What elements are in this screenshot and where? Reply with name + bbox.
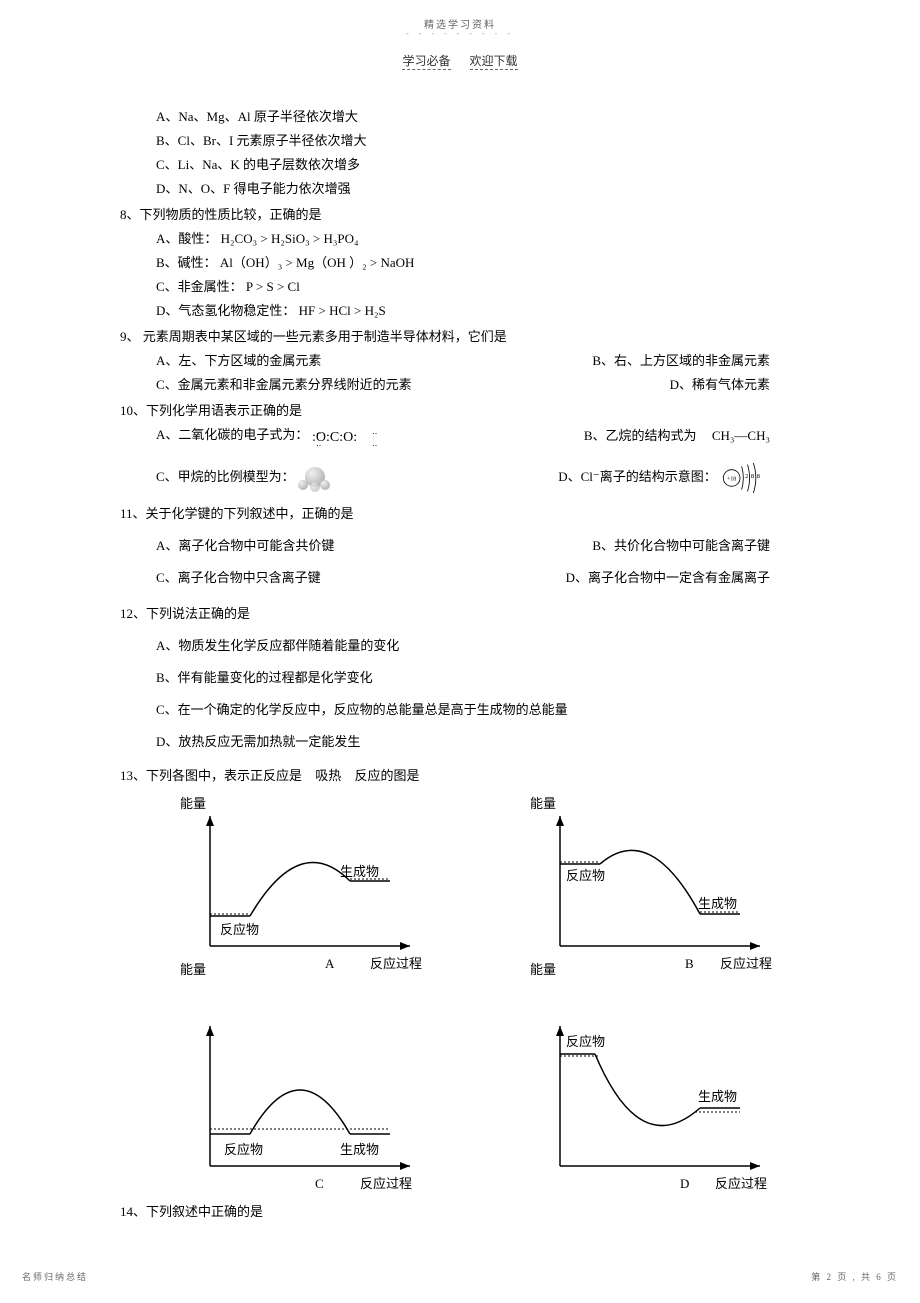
chart-a-xlabel: 反应过程 [370, 956, 422, 971]
chart-d-reactant: 反应物 [566, 1034, 605, 1049]
q8-opt-d: D、气态氢化物稳定性： HF > HCl > H₂S [156, 299, 800, 323]
svg-text:8: 8 [751, 473, 755, 480]
q7-opt-b: B、Cl、Br、I 元素原子半径依次增大 [156, 129, 800, 153]
q12-opt-d: D、放热反应无需加热就一定能发生 [156, 730, 800, 754]
q13-stem-c: 反应的图是 [355, 768, 420, 783]
q11-opt-a: A、离子化合物中可能含共价键 [156, 534, 334, 558]
q7-opt-d: D、N、O、F 得电子能力依次增强 [156, 177, 800, 201]
q9-opt-a: A、左、下方区域的金属元素 [156, 349, 321, 373]
q9-opt-b: B、右、上方区域的非金属元素 [592, 349, 770, 373]
chart-d: 反应物 生成物 D 反应过程 [530, 1016, 790, 1196]
top-small-title: 精选学习资料 [0, 0, 920, 31]
q12-opt-c: C、在一个确定的化学反应中，反应物的总能量总是高于生成物的总能量 [156, 698, 800, 722]
svg-text:‥: ‥ [372, 439, 377, 448]
q10-opt-c: C、甲烷的比例模型为： [156, 465, 332, 491]
q10-opt-c-text: C、甲烷的比例模型为： [156, 469, 295, 484]
svg-text:8: 8 [757, 473, 761, 480]
chart-c-xlabel: 反应过程 [360, 1176, 412, 1191]
q11-opt-d: D、离子化合物中一定含有金属离子 [566, 566, 770, 590]
chart-d-product: 生成物 [698, 1089, 737, 1104]
subhead: 学习必备 欢迎下载 [0, 52, 920, 69]
chart-d-xlabel: 反应过程 [715, 1176, 767, 1191]
q13-stem-a: 13、下列各图中，表示正反应是 [120, 768, 302, 783]
q12-stem: 12、下列说法正确的是 [120, 602, 800, 626]
chart-c-product: 生成物 [340, 1142, 379, 1157]
q8-opt-a: A、酸性： H₂CO₃ > H₂SiO₃ > H₃PO₄ [156, 227, 800, 251]
footer-left: 名师归纳总结 [22, 1270, 88, 1283]
q8-opt-c: C、非金属性： P > S > Cl [156, 275, 800, 299]
chart-a-product: 生成物 [340, 864, 379, 879]
q13-charts: 能量 反应物 生成物 A 反应过程 能量 [180, 796, 800, 1196]
q10-opt-d-text: D、Cl⁻离子的结构示意图： [558, 469, 717, 484]
top-dots: - - - - - - - - - [0, 29, 920, 38]
svg-text:‥: ‥ [372, 427, 377, 436]
q10-opt-a: A、二氧化碳的电子式为： ‥ ‥ :O:C:O: ‥ ‥ [156, 423, 396, 448]
q13-stem-b: 吸热 [315, 768, 341, 783]
co2-lewis-icon: ‥ ‥ :O:C:O: ‥ ‥ [312, 424, 396, 448]
chart-a-ylabel: 能量 [180, 796, 206, 811]
q9-opt-c: C、金属元素和非金属元素分界线附近的元素 [156, 373, 412, 397]
footer-right: 第 2 页 , 共 6 页 [811, 1270, 898, 1283]
q11-opt-c: C、离子化合物中只含离子键 [156, 566, 321, 590]
q10-opt-b: B、乙烷的结构式为 CH₃—CH₃ [584, 424, 770, 448]
subhead-right: 欢迎下载 [470, 54, 518, 70]
chart-a-label: A [325, 956, 335, 971]
chart-b-ylabel: 能量 [530, 796, 556, 811]
q8-stem: 8、下列物质的性质比较，正确的是 [120, 203, 800, 227]
chart-a-reactant: 反应物 [220, 922, 259, 937]
q12-opt-b: B、伴有能量变化的过程都是化学变化 [156, 666, 800, 690]
q14-stem: 14、下列叙述中正确的是 [120, 1200, 800, 1224]
svg-text:2: 2 [745, 473, 748, 480]
content: A、Na、Mg、Al 原子半径依次增大 B、Cl、Br、I 元素原子半径依次增大… [120, 105, 800, 1224]
chart-a: 能量 反应物 生成物 A 反应过程 能量 [180, 796, 440, 976]
chart-c-ylabel-below: 能量 [180, 962, 206, 976]
q7-opt-a: A、Na、Mg、Al 原子半径依次增大 [156, 105, 800, 129]
methane-model-icon [298, 465, 332, 491]
q11-opt-b: B、共价化合物中可能含离子键 [592, 534, 770, 558]
q10-opt-b-struct: CH₃—CH₃ [712, 428, 770, 443]
ion-nucleus: +18 [727, 477, 736, 483]
subhead-left: 学习必备 [402, 54, 450, 70]
q11-stem: 11、关于化学键的下列叙述中，正确的是 [120, 502, 800, 526]
q7-opt-c: C、Li、Na、K 的电子层数依次增多 [156, 153, 800, 177]
q10-opt-d: D、Cl⁻离子的结构示意图： +18 2 8 8 [558, 460, 770, 496]
q8-opt-b: B、碱性： Al（OH）₃ > Mg（OH ）₂ > NaOH [156, 251, 800, 275]
q10-stem: 10、下列化学用语表示正确的是 [120, 399, 800, 423]
chart-c-reactant: 反应物 [224, 1142, 263, 1157]
q9-stem: 9、 元素周期表中某区域的一些元素多用于制造半导体材料，它们是 [120, 325, 800, 349]
chart-b-reactant: 反应物 [566, 868, 605, 883]
chart-c: 反应物 生成物 C 反应过程 [180, 1016, 440, 1196]
q9-opt-d: D、稀有气体元素 [670, 373, 770, 397]
page: 精选学习资料 - - - - - - - - - 学习必备 欢迎下载 A、Na、… [0, 0, 920, 1303]
cl-ion-icon: +18 2 8 8 [720, 460, 770, 496]
q13-stem: 13、下列各图中，表示正反应是 吸热 反应的图是 [120, 764, 800, 788]
chart-b-label: B [685, 956, 694, 971]
svg-text::O:C:O:: :O:C:O: [312, 430, 357, 445]
chart-d-ylabel-below: 能量 [530, 962, 556, 976]
q10-opt-b-text: B、乙烷的结构式为 [584, 428, 697, 443]
chart-b-xlabel: 反应过程 [720, 956, 772, 971]
chart-b: 能量 反应物 生成物 B 反应过程 能量 [530, 796, 790, 976]
chart-c-label: C [315, 1176, 324, 1191]
chart-d-label: D [680, 1176, 689, 1191]
chart-b-product: 生成物 [698, 896, 737, 911]
q12-opt-a: A、物质发生化学反应都伴随着能量的变化 [156, 634, 800, 658]
q10-opt-a-text: A、二氧化碳的电子式为： [156, 427, 308, 442]
